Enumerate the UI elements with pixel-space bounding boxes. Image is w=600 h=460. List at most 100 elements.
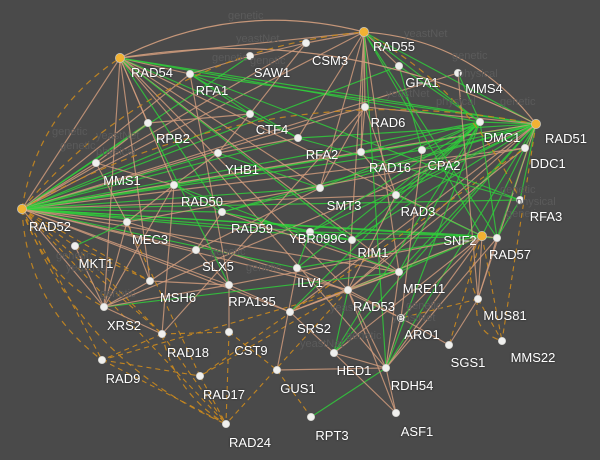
graph-node-ARO1[interactable]	[396, 313, 406, 323]
node-label-RPT3[interactable]: RPT3	[315, 428, 349, 443]
node-label-MRE11[interactable]: MRE11	[402, 281, 446, 296]
graph-node-RAD50[interactable]	[169, 180, 179, 190]
graph-node-SRS2[interactable]	[285, 307, 295, 317]
node-label-RAD3[interactable]: RAD3	[400, 204, 436, 219]
graph-node-MSH6[interactable]	[145, 276, 155, 286]
node-label-ILV1[interactable]: ILV1	[297, 275, 323, 290]
graph-node-MMS22[interactable]	[497, 336, 507, 346]
graph-node-MEC3[interactable]	[122, 217, 132, 227]
graph-node-CST9[interactable]	[224, 327, 234, 337]
graph-node-RAD17[interactable]	[195, 371, 205, 381]
node-label-RAD6[interactable]: RAD6	[370, 115, 406, 130]
graph-node-RDH54[interactable]	[381, 363, 391, 373]
node-label-SNF2[interactable]: SNF2	[443, 233, 477, 248]
node-label-CTF4[interactable]: CTF4	[255, 122, 289, 137]
graph-node-CSM3[interactable]	[301, 38, 311, 48]
node-label-RFA2[interactable]: RFA2	[305, 147, 339, 162]
node-label-SGS1[interactable]: SGS1	[450, 355, 486, 370]
node-label-RAD57[interactable]: RAD57	[489, 247, 531, 262]
node-label-MSH6[interactable]: MSH6	[159, 290, 197, 305]
graph-node-SNF2[interactable]	[477, 231, 487, 241]
graph-node-RAD52[interactable]	[17, 204, 27, 214]
graph-node-GUS1[interactable]	[272, 365, 282, 375]
node-label-MUS81[interactable]: MUS81	[483, 308, 527, 323]
node-label-RAD55[interactable]: RAD55	[373, 39, 415, 54]
node-label-RIM1[interactable]: RIM1	[357, 245, 389, 260]
node-label-CST9[interactable]: CST9	[234, 343, 268, 358]
graph-node-ASF1[interactable]	[391, 408, 401, 418]
node-label-RDH54[interactable]: RDH54	[390, 378, 434, 393]
graph-node-GFA1[interactable]	[394, 61, 404, 71]
graph-node-RPT3[interactable]	[306, 412, 316, 422]
graph-node-RAD59[interactable]	[217, 207, 227, 217]
graph-node-RAD55[interactable]	[359, 27, 369, 37]
graph-node-MMS4[interactable]	[453, 68, 463, 78]
node-label-HED1[interactable]: HED1	[336, 363, 372, 378]
graph-node-RPB2[interactable]	[143, 118, 153, 128]
node-label-YBR099C[interactable]: YBR099C	[289, 231, 347, 246]
graph-node-YBR099C[interactable]	[305, 227, 315, 237]
node-label-ARO1[interactable]: ARO1	[404, 327, 440, 342]
node-label-RAD54[interactable]: RAD54	[131, 65, 173, 80]
graph-node-SAW1[interactable]	[245, 51, 255, 61]
node-label-MEC3[interactable]: MEC3	[131, 232, 169, 247]
graph-node-XRS2[interactable]	[99, 302, 109, 312]
node-label-RAD18[interactable]: RAD18	[167, 345, 209, 360]
graph-node-HED1[interactable]	[329, 348, 339, 358]
node-label-DMC1[interactable]: DMC1	[483, 130, 521, 145]
node-label-RAD51[interactable]: RAD51	[545, 131, 587, 146]
node-label-SRS2[interactable]: SRS2	[297, 321, 331, 336]
graph-node-RAD53[interactable]	[343, 285, 353, 295]
node-label-CSM3[interactable]: CSM3	[311, 53, 349, 68]
graph-node-RAD16[interactable]	[356, 147, 366, 157]
graph-node-YHB1[interactable]	[213, 148, 223, 158]
node-label-MMS4[interactable]: MMS4	[465, 81, 503, 96]
node-label-RFA1[interactable]: RFA1	[195, 83, 229, 98]
graph-node-RAD18[interactable]	[157, 329, 167, 339]
node-label-YHB1[interactable]: YHB1	[225, 162, 259, 177]
node-label-RPB2[interactable]: RPB2	[156, 131, 190, 146]
node-label-RAD16[interactable]: RAD16	[369, 160, 411, 175]
node-label-DDC1[interactable]: DDC1	[530, 156, 566, 171]
node-label-RAD59[interactable]: RAD59	[231, 221, 273, 236]
node-label-RAD53[interactable]: RAD53	[353, 299, 395, 314]
graph-node-RAD54[interactable]	[115, 53, 125, 63]
graph-node-SMT3[interactable]	[315, 183, 325, 193]
graph-node-DMC1[interactable]	[475, 117, 485, 127]
graph-node-CTF4[interactable]	[245, 109, 255, 119]
graph-node-RAD24[interactable]	[221, 419, 231, 429]
graph-node-CPA2[interactable]	[417, 145, 427, 155]
graph-node-MMS1[interactable]	[91, 158, 101, 168]
graph-node-SGS1[interactable]	[444, 340, 454, 350]
graph-node-RFA3[interactable]	[515, 195, 525, 205]
graph-node-MKT1[interactable]	[70, 241, 80, 251]
graph-node-MRE11[interactable]	[394, 267, 404, 277]
node-label-RAD24[interactable]: RAD24	[229, 435, 271, 450]
node-label-RPA135[interactable]: RPA135	[228, 294, 276, 309]
node-label-RAD17[interactable]: RAD17	[203, 387, 245, 402]
graph-node-RPA135[interactable]	[224, 280, 234, 290]
node-label-MMS22[interactable]: MMS22	[510, 350, 556, 365]
node-label-CPA2[interactable]: CPA2	[427, 158, 461, 173]
node-label-ASF1[interactable]: ASF1	[400, 424, 434, 439]
node-label-GUS1[interactable]: GUS1	[280, 381, 316, 396]
node-label-RAD50[interactable]: RAD50	[181, 194, 223, 209]
node-label-SMT3[interactable]: SMT3	[326, 198, 362, 213]
graph-node-RFA1[interactable]	[185, 69, 195, 79]
node-label-XRS2[interactable]: XRS2	[107, 318, 141, 333]
node-label-SLX5[interactable]: SLX5	[202, 259, 234, 274]
graph-node-RAD3[interactable]	[391, 190, 401, 200]
graph-node-RAD9[interactable]	[97, 355, 107, 365]
node-label-RFA3[interactable]: RFA3	[529, 209, 563, 224]
graph-node-RAD57[interactable]	[492, 233, 502, 243]
node-label-MMS1[interactable]: MMS1	[103, 173, 141, 188]
graph-node-RAD6[interactable]	[360, 102, 370, 112]
node-label-SAW1[interactable]: SAW1	[253, 65, 291, 80]
node-label-RAD9[interactable]: RAD9	[105, 371, 141, 386]
node-label-GFA1[interactable]: GFA1	[405, 75, 439, 90]
graph-node-MUS81[interactable]	[473, 294, 483, 304]
graph-node-ILV1[interactable]	[292, 263, 302, 273]
graph-node-RIM1[interactable]	[347, 235, 357, 245]
node-label-RAD52[interactable]: RAD52	[29, 219, 71, 234]
